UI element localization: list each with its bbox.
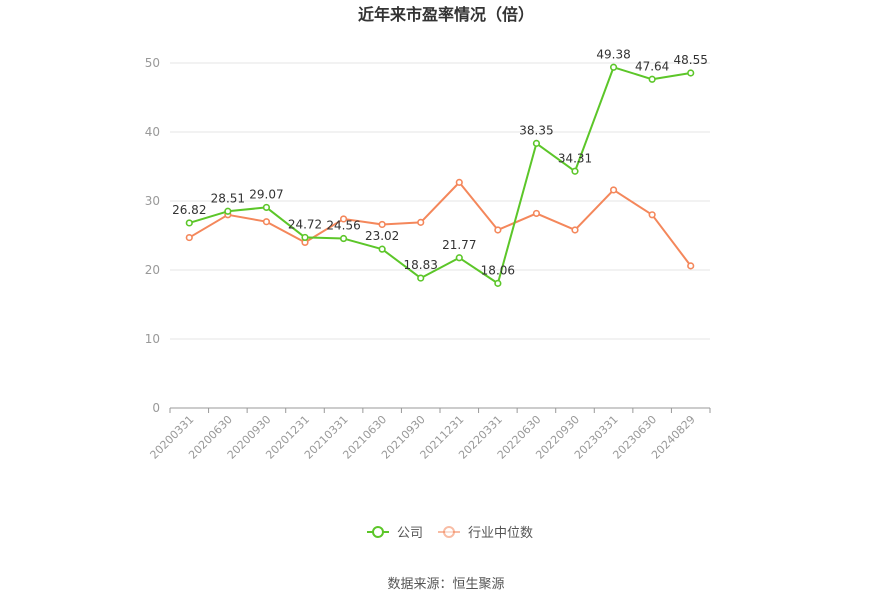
data-labels: 26.82 28.51 29.07 24.72 24.56 23.02 18.83 21.77… <box>172 47 708 277</box>
series-point-1[interactable] <box>494 226 502 234</box>
series-point-0[interactable] <box>301 233 309 242</box>
series-point-1[interactable] <box>185 233 193 242</box>
legend-item-0[interactable]: 公司 <box>367 526 423 541</box>
series-point-1[interactable] <box>417 218 425 226</box>
series-point-0[interactable] <box>378 245 386 253</box>
legend-item-1[interactable]: 行业中位数 <box>438 526 533 541</box>
series-point-1[interactable] <box>648 211 656 219</box>
data-label: 48.55 <box>674 53 708 67</box>
y-tick-label: 10 <box>145 332 160 346</box>
legend-marker <box>372 526 384 538</box>
data-label: 29.07 <box>249 187 283 201</box>
data-label: 24.56 <box>326 219 360 233</box>
series-point-1[interactable] <box>532 209 541 218</box>
series-point-1[interactable] <box>262 218 271 226</box>
series-point-0[interactable] <box>687 69 695 77</box>
series-point-0[interactable] <box>417 274 425 282</box>
legend-label: 行业中位数 <box>468 526 533 541</box>
y-tick-label: 20 <box>145 263 160 277</box>
series-point-1[interactable] <box>609 186 618 194</box>
y-tick-label: 0 <box>152 401 160 415</box>
series-point-0[interactable] <box>494 279 502 287</box>
series-point-0[interactable] <box>571 167 579 175</box>
series-point-0[interactable] <box>455 254 463 262</box>
data-label: 18.83 <box>404 258 438 272</box>
y-tick-label: 50 <box>145 56 160 70</box>
chart-title: 近年来市盈率情况（倍） <box>358 5 534 24</box>
data-label: 49.38 <box>596 47 630 61</box>
x-axis: 2020033120200630202009302020123120210331… <box>148 407 711 462</box>
data-source: 数据来源：恒生聚源 <box>387 577 504 592</box>
data-label: 38.35 <box>519 123 553 137</box>
series-line-1 <box>188 181 692 267</box>
y-axis-ticks: 0 10 20 30 40 50 <box>145 56 160 415</box>
series-point-0[interactable] <box>532 139 541 147</box>
series-point-0[interactable] <box>224 207 232 215</box>
legend-label: 公司 <box>397 526 423 541</box>
data-label: 23.02 <box>365 229 399 243</box>
series-point-1[interactable] <box>687 262 695 270</box>
series-lines <box>185 63 695 287</box>
series-point-1[interactable] <box>571 226 579 234</box>
data-label: 18.06 <box>481 263 515 277</box>
series-point-1[interactable] <box>455 178 463 186</box>
series-point-0[interactable] <box>339 234 348 243</box>
legend[interactable]: 公司 行业中位数 <box>367 526 533 541</box>
data-label: 47.64 <box>635 59 669 73</box>
series-line-0 <box>188 66 691 285</box>
data-label: 34.31 <box>558 151 592 165</box>
series-point-0[interactable] <box>262 203 271 212</box>
data-label: 24.72 <box>288 217 322 231</box>
data-label: 26.82 <box>172 203 206 217</box>
series-point-0[interactable] <box>609 63 618 71</box>
data-label: 28.51 <box>211 191 245 205</box>
series-point-1[interactable] <box>339 215 348 223</box>
y-tick-label: 30 <box>145 194 160 208</box>
series-point-1[interactable] <box>378 220 386 229</box>
legend-marker <box>443 526 455 538</box>
series-point-0[interactable] <box>648 75 656 83</box>
data-label: 21.77 <box>442 238 476 252</box>
y-tick-label: 40 <box>145 125 160 139</box>
series-point-0[interactable] <box>185 219 193 227</box>
